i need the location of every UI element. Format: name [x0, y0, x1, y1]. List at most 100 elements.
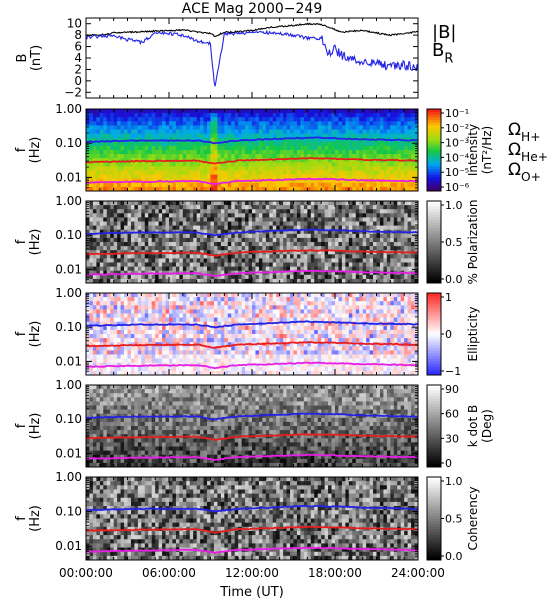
colorbar-label: % Polarization — [466, 200, 480, 285]
colorbar-tick-label: 0.5 — [445, 236, 463, 249]
gyrofrequency-line-he — [86, 341, 419, 349]
colorbar-tick-label: 30 — [445, 432, 459, 445]
legend-gyro-1: ΩHe+ — [508, 140, 548, 164]
colorbar-tick-label: 10⁻⁵ — [445, 166, 469, 179]
gyrofrequency-line-o — [85, 361, 419, 370]
colorbar-coherency — [427, 477, 441, 561]
y-tick-label: 6 — [74, 40, 82, 54]
colorbar-kdotb — [427, 385, 441, 468]
y-tick-label: 1.00 — [55, 286, 82, 300]
colorbar-polarization — [427, 201, 441, 284]
heatmap-polarization — [86, 201, 419, 284]
y-tick-label: 0.01 — [55, 170, 82, 184]
colorbar-tick-label: 10⁻⁴ — [445, 151, 470, 164]
y-tick-label: 1.00 — [55, 102, 82, 116]
colorbar-tick-label: 0.0 — [445, 550, 463, 563]
colorbar-tick-label: 1.0 — [445, 475, 463, 488]
x-axis-label: Time (UT) — [219, 585, 284, 600]
y-tick-label: 0.01 — [55, 262, 82, 276]
series-line-br — [85, 29, 419, 87]
y-tick-label: 0.01 — [55, 539, 82, 553]
y-axis-label: f — [14, 239, 29, 244]
y-tick-label: 2 — [74, 62, 82, 76]
colorbar-label: k dot B — [466, 405, 480, 447]
y-tick-label: 1.00 — [55, 470, 82, 484]
y-tick-label: 4 — [74, 51, 82, 65]
heatmap-coherency — [86, 477, 419, 561]
colorbar-label-units: (nT²/Hz) — [480, 126, 494, 174]
gyrofrequency-line-h — [85, 412, 419, 421]
x-tick-label: 06:00:00 — [142, 566, 196, 580]
y-tick-label: 10 — [67, 17, 82, 31]
colorbar-tick-label: 0.5 — [445, 513, 463, 526]
y-tick-label: 0.10 — [55, 505, 82, 519]
y-axis-label-units: (Hz) — [28, 413, 43, 440]
colorbar-tick-label: 10⁻¹ — [445, 107, 469, 120]
colorbar-tick-label: 90 — [445, 383, 459, 396]
y-axis-label-units: (nT) — [29, 45, 44, 71]
y-axis-label: B — [15, 54, 30, 63]
legend-br: BR — [432, 40, 453, 66]
colorbar-tick-label: 10⁻³ — [445, 137, 469, 150]
y-tick-label: 0.10 — [55, 412, 82, 426]
y-tick-label: 1.00 — [55, 194, 82, 208]
x-tick-label: 24:00:00 — [391, 566, 445, 580]
colorbar-tick-label: 10⁻⁶ — [445, 181, 470, 194]
x-tick-label: 00:00:00 — [59, 566, 113, 580]
legend-gyro-0: ΩH+ — [508, 120, 540, 144]
gyrofrequency-line-o — [85, 453, 418, 461]
y-tick-label: 0.10 — [55, 320, 82, 334]
x-tick-label: 12:00:00 — [225, 566, 279, 580]
y-tick-label: 0.10 — [55, 136, 82, 150]
y-tick-label: 0.01 — [55, 354, 82, 368]
legend-bmag: |B| — [432, 22, 456, 43]
gyrofrequency-line-he — [85, 249, 419, 257]
y-tick-label: 1.00 — [55, 378, 82, 392]
y-axis-label-units: (Hz) — [28, 321, 43, 348]
colorbar-label: Intensity — [466, 124, 480, 176]
gyrofrequency-line-h — [86, 320, 418, 329]
colorbar-tick-label: 0 — [445, 328, 452, 341]
figure-title: ACE Mag 2000−249 — [182, 1, 322, 17]
y-axis-label: f — [14, 516, 29, 521]
colorbar-intensity — [427, 109, 441, 192]
y-tick-label: −2 — [64, 85, 82, 99]
y-axis-label: f — [14, 423, 29, 428]
colorbar-tick-label: 0 — [445, 457, 452, 470]
gyrofrequency-line-he — [85, 525, 419, 534]
colorbar-tick-label: 1 — [445, 291, 452, 304]
x-tick-label: 18:00:00 — [308, 566, 362, 580]
y-axis-label-units: (Hz) — [28, 505, 43, 532]
y-axis-label-units: (Hz) — [28, 229, 43, 256]
gyrofrequency-line-he — [85, 433, 419, 441]
legend-gyro-2: ΩO+ — [508, 160, 541, 184]
gyrofrequency-line-o — [85, 269, 418, 278]
y-tick-label: 0 — [74, 74, 82, 88]
colorbar-tick-label: 0.0 — [445, 273, 463, 286]
heatmap-intensity — [86, 109, 419, 192]
colorbar-tick-label: −1 — [445, 365, 461, 378]
y-tick-label: 0.10 — [55, 228, 82, 242]
colorbar-label: Coherency — [466, 486, 480, 550]
y-tick-label: 0.01 — [55, 446, 82, 460]
heatmap-kdotb — [86, 385, 419, 468]
gyrofrequency-line-h — [85, 136, 419, 145]
colorbar-tick-label: 1.0 — [445, 199, 463, 212]
gyrofrequency-line-o — [85, 177, 419, 186]
colorbar-label-units: (Deg) — [480, 409, 494, 443]
gyrofrequency-line-h — [86, 228, 419, 237]
y-axis-label-units: (Hz) — [28, 137, 43, 164]
gyrofrequency-line-h — [85, 504, 418, 513]
heatmap-ellipticity — [86, 293, 419, 376]
colorbar-label: Ellipticity — [466, 307, 480, 362]
colorbar-ellipticity — [427, 293, 441, 376]
y-axis-label: f — [14, 331, 29, 336]
colorbar-tick-label: 10⁻² — [445, 122, 469, 135]
y-axis-label: f — [14, 147, 29, 152]
gyrofrequency-line-o — [85, 546, 419, 555]
series-line-bmag — [85, 22, 419, 37]
gyrofrequency-line-he — [85, 157, 419, 165]
colorbar-tick-label: 60 — [445, 408, 459, 421]
